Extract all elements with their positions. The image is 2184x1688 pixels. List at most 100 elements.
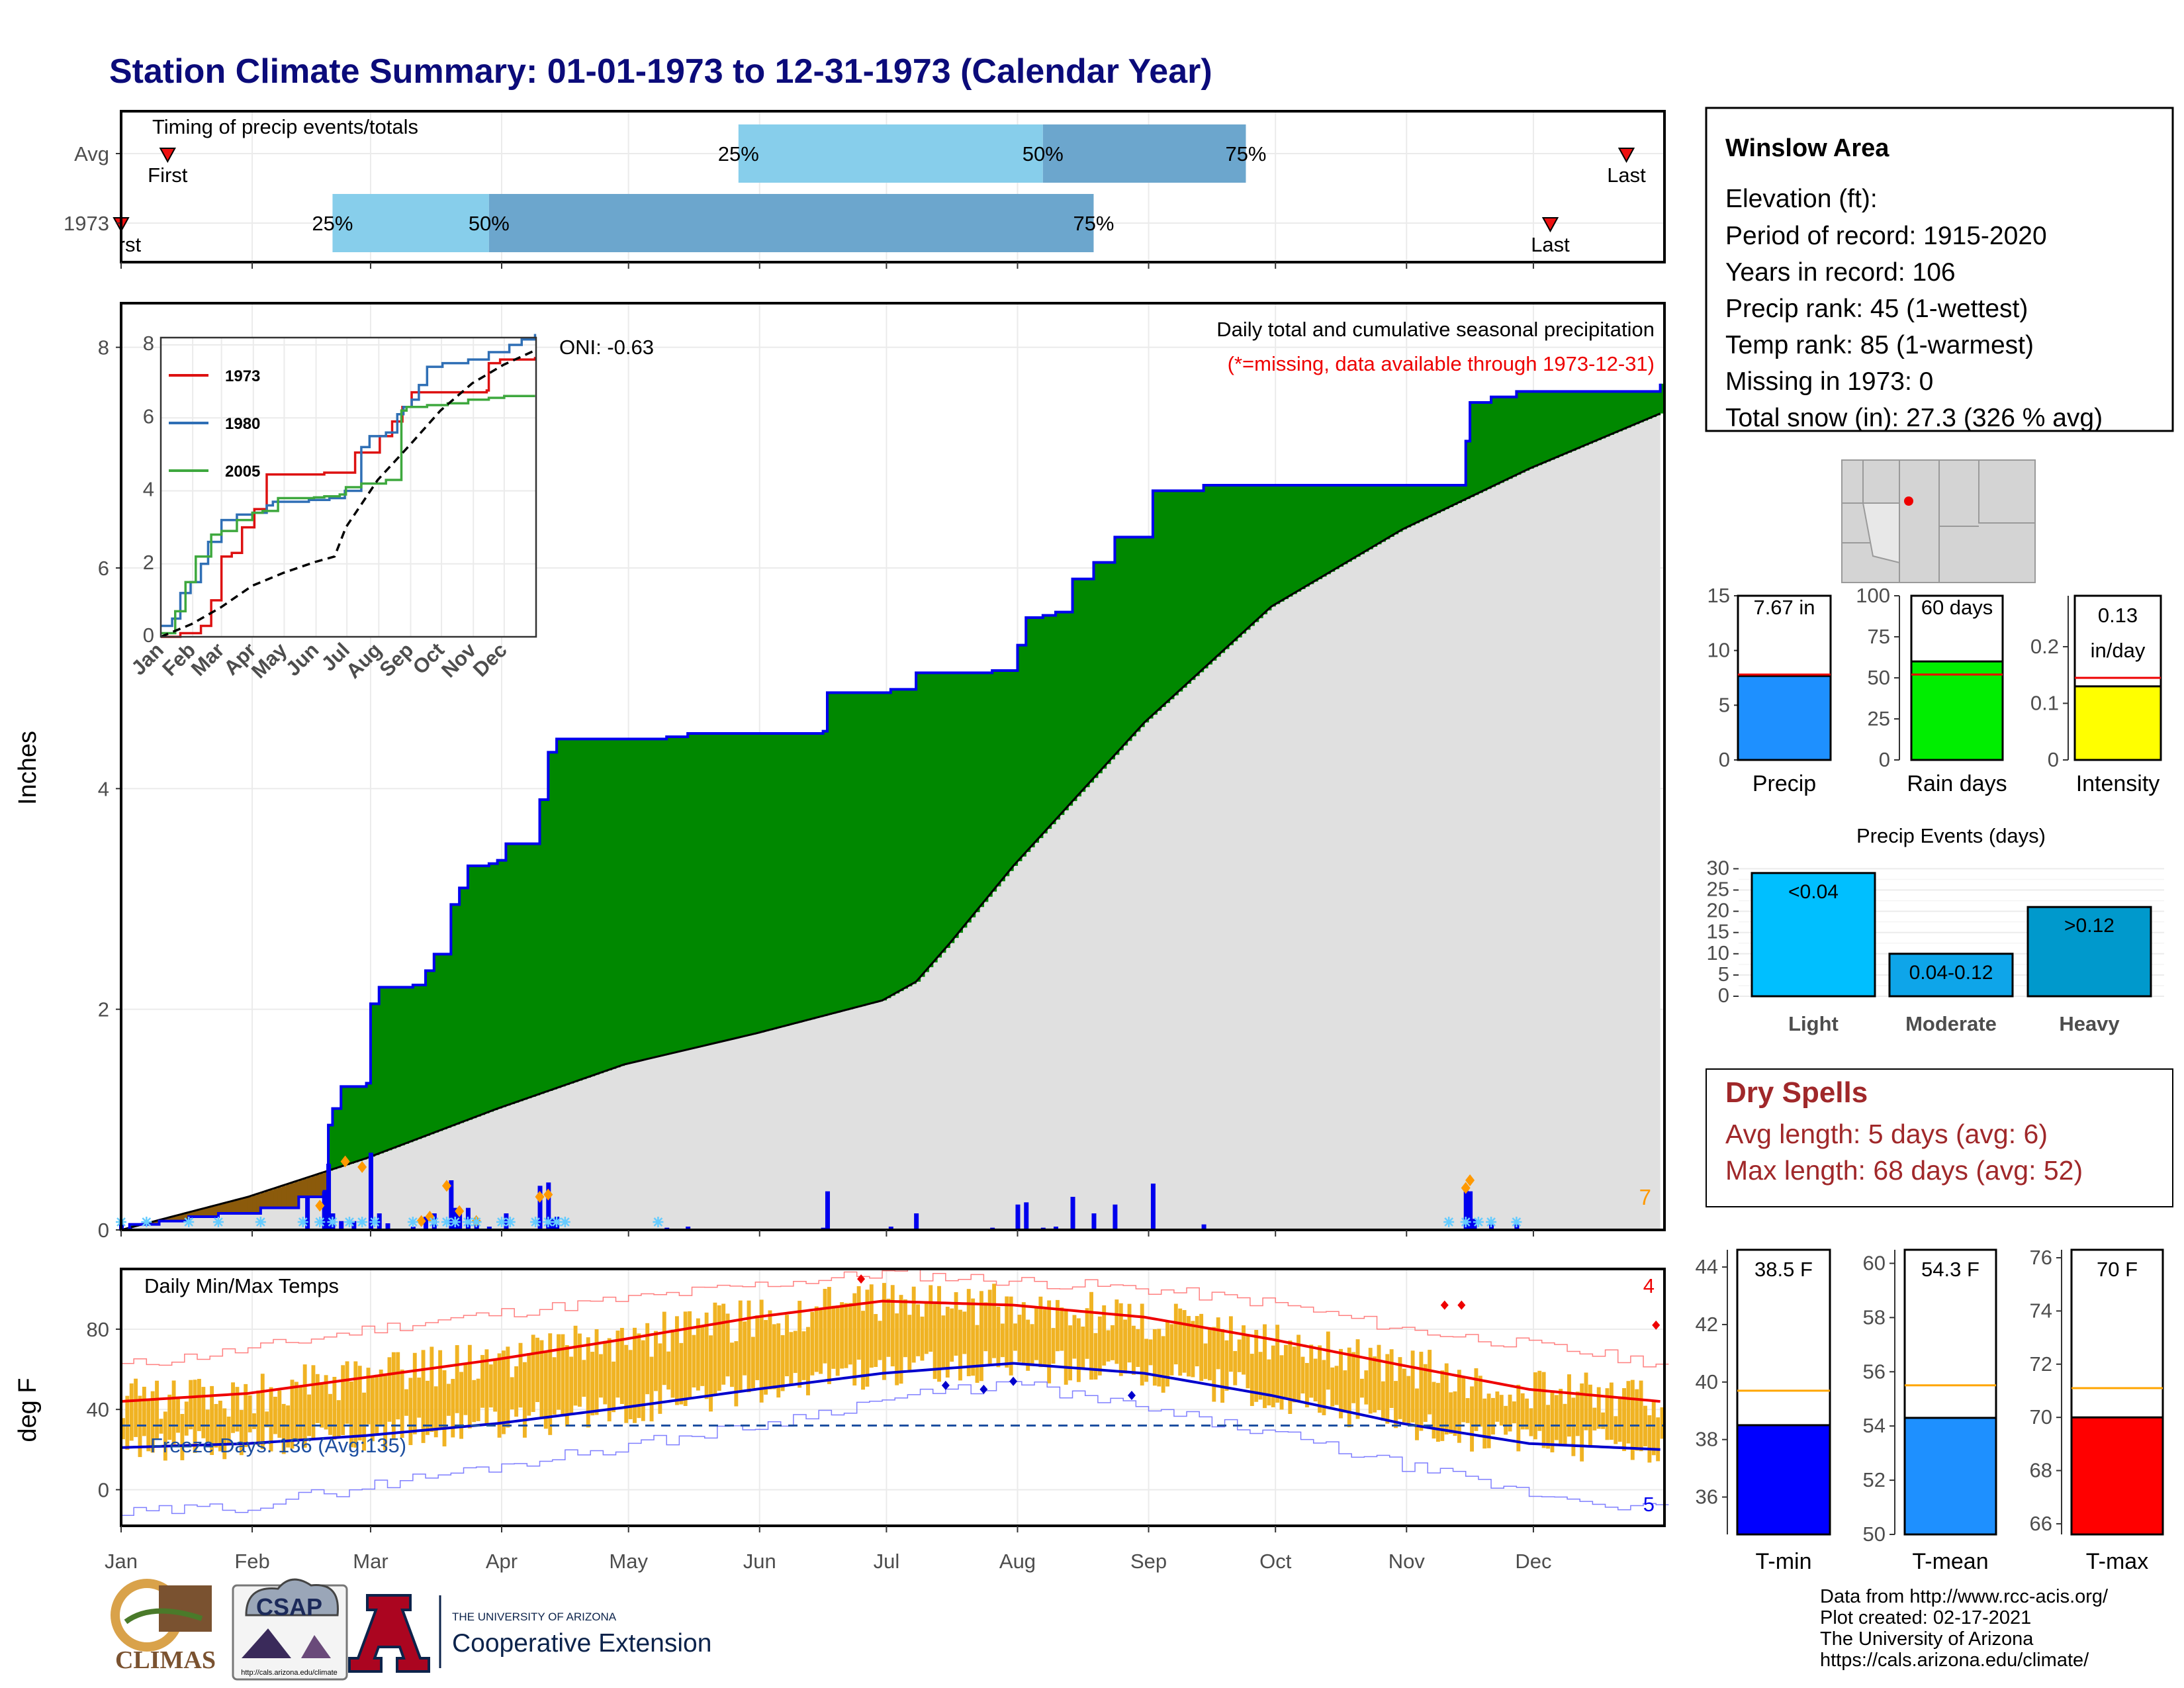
anomaly-segment — [1626, 391, 1631, 428]
daily-temp-bar — [848, 1303, 852, 1365]
daily-precip-bar — [1053, 1227, 1058, 1230]
footer-line: The University of Arizona — [1820, 1628, 2034, 1650]
daily-temp-bar — [1537, 1370, 1542, 1431]
daily-temp-bar — [176, 1397, 180, 1433]
anomaly-segment — [911, 689, 917, 984]
anomaly-segment — [1617, 391, 1623, 432]
anomaly-segment — [1520, 391, 1525, 473]
anomaly-segment — [573, 739, 578, 1082]
daily-temp-bar — [366, 1368, 371, 1425]
anomaly-segment — [683, 737, 688, 1051]
daily-temp-bar — [1359, 1378, 1364, 1398]
daily-temp-bar — [1355, 1339, 1360, 1419]
daily-temp-bar — [1005, 1296, 1009, 1368]
anomaly-segment — [231, 1201, 236, 1213]
daily-temp-bar — [721, 1303, 726, 1385]
daily-temp-bar — [1651, 1400, 1656, 1456]
anomaly-segment — [869, 692, 874, 1004]
anomaly-segment — [366, 1083, 371, 1158]
anomaly-segment — [1559, 391, 1564, 457]
daily-temp-bar — [882, 1283, 886, 1380]
temp-summary-bar-name: T-max — [2086, 1549, 2148, 1574]
timing-bar-25-50 — [332, 194, 489, 252]
anomaly-segment — [1187, 491, 1192, 684]
anomaly-segment — [379, 987, 384, 1154]
daily-temp-bar — [1207, 1327, 1212, 1381]
last-event-label: Last — [1531, 233, 1570, 256]
anomaly-segment — [945, 673, 950, 948]
daily-temp-bar — [1237, 1339, 1242, 1372]
daily-temp-bar — [269, 1387, 273, 1452]
daily-temp-bar — [1575, 1391, 1580, 1436]
temp-tick-label: 80 — [87, 1318, 109, 1341]
anomaly-segment — [1491, 397, 1496, 487]
daily-precip-bar — [1201, 1224, 1206, 1230]
daily-temp-bar — [772, 1324, 776, 1389]
anomaly-segment — [793, 733, 798, 1024]
daily-temp-bar — [134, 1378, 138, 1437]
daily-temp-bar — [1559, 1389, 1563, 1446]
anomaly-segment — [1233, 485, 1238, 641]
daily-temp-bar — [1334, 1366, 1339, 1405]
daily-temp-bar — [641, 1340, 645, 1421]
daily-temp-bar — [1111, 1325, 1115, 1360]
oni-value: ONI: -0.63 — [559, 336, 654, 359]
anomaly-segment — [1111, 562, 1116, 760]
daily-temp-bar — [1457, 1370, 1461, 1443]
daily-temp-bar — [1474, 1368, 1479, 1431]
anomaly-segment — [831, 692, 837, 1014]
anomaly-segment — [218, 1204, 223, 1213]
anomaly-segment — [1478, 402, 1483, 493]
daily-precip-bar — [1070, 1197, 1075, 1230]
inset-tick-label: 0 — [143, 624, 154, 647]
anomaly-segment — [1127, 537, 1132, 741]
ua-block-a-icon — [348, 1594, 430, 1673]
daily-temp-bar — [1250, 1354, 1254, 1406]
anomaly-segment — [506, 843, 511, 1106]
anomaly-segment — [895, 689, 900, 994]
daily-temp-bar — [1297, 1335, 1301, 1401]
anomaly-segment — [801, 733, 807, 1021]
anomaly-segment — [1601, 391, 1606, 439]
daily-temp-bar — [518, 1342, 523, 1408]
anomaly-segment — [1351, 485, 1357, 559]
anomaly-segment — [189, 1212, 194, 1217]
anomaly-segment — [709, 733, 714, 1045]
anomaly-segment — [743, 733, 748, 1037]
anomaly-segment — [590, 739, 596, 1076]
anomaly-segment — [265, 1191, 270, 1208]
summary-tick-label: 10 — [1707, 639, 1730, 662]
anomaly-segment — [565, 739, 570, 1086]
daily-temp-bar — [658, 1343, 662, 1414]
daily-temp-bar — [387, 1357, 392, 1422]
inset-frame — [159, 336, 537, 638]
anomaly-segment — [1021, 645, 1026, 857]
precip-ylabel: Inches — [14, 731, 42, 805]
daily-temp-bar — [1643, 1405, 1647, 1446]
anomaly-segment — [497, 860, 502, 1109]
anomaly-segment — [226, 1202, 232, 1213]
anomaly-segment — [1304, 485, 1310, 587]
anomaly-segment — [1000, 671, 1005, 882]
daily-temp-bar — [734, 1341, 739, 1407]
summary-value-label: 7.67 in — [1753, 596, 1815, 619]
anomaly-segment — [768, 733, 773, 1031]
daily-temp-bar — [535, 1337, 540, 1403]
snowfall-flake — [141, 1217, 152, 1227]
daily-temp-bar — [1017, 1315, 1022, 1362]
anomaly-segment — [1580, 391, 1585, 447]
daily-temp-bar — [1068, 1325, 1073, 1381]
inset-series-1973 — [161, 357, 537, 638]
summary-tick-label: 0.1 — [2030, 691, 2059, 714]
snowfall-flake — [530, 1217, 541, 1227]
daily-temp-bar — [332, 1376, 337, 1440]
daily-temp-bar — [1550, 1391, 1555, 1453]
precip-tick-label: 6 — [98, 557, 109, 580]
daily-temp-bar — [806, 1327, 810, 1395]
daily-temp-bar — [1038, 1296, 1043, 1368]
anomaly-segment — [417, 985, 422, 1139]
daily-precip-bar — [424, 1217, 429, 1230]
anomaly-segment — [755, 733, 760, 1034]
anomaly-segment — [1377, 485, 1382, 545]
